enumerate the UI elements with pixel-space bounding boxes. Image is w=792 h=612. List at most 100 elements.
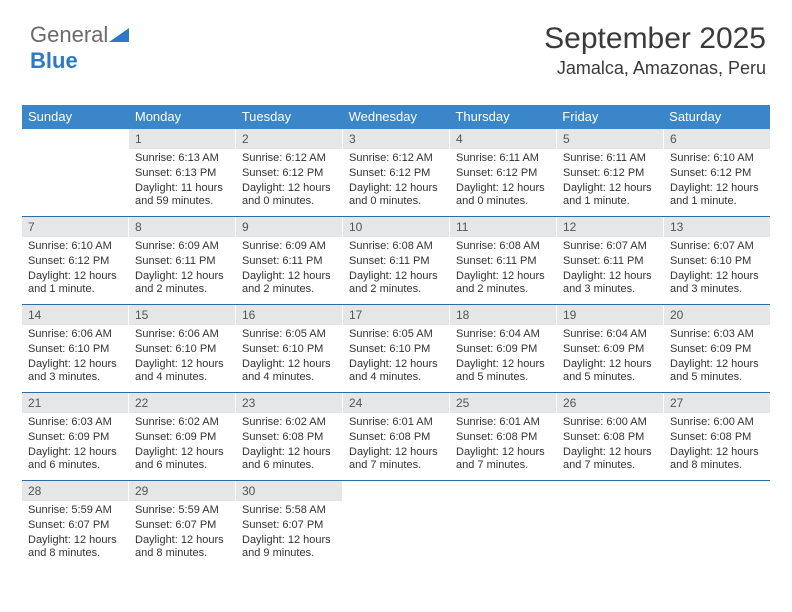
- day-body: Sunrise: 6:05 AMSunset: 6:10 PMDaylight:…: [236, 325, 342, 385]
- day-number: 21: [22, 393, 128, 413]
- day-cell: 10Sunrise: 6:08 AMSunset: 6:11 PMDayligh…: [343, 217, 450, 304]
- day-number: 22: [129, 393, 235, 413]
- week-row: 21Sunrise: 6:03 AMSunset: 6:09 PMDayligh…: [22, 393, 770, 481]
- daylight-text: Daylight: 12 hours and 4 minutes.: [242, 358, 336, 386]
- day-cell: 4Sunrise: 6:11 AMSunset: 6:12 PMDaylight…: [450, 129, 557, 216]
- day-body: Sunrise: 5:59 AMSunset: 6:07 PMDaylight:…: [22, 501, 128, 561]
- sunset-text: Sunset: 6:09 PM: [135, 431, 229, 445]
- sunset-text: Sunset: 6:08 PM: [349, 431, 443, 445]
- daylight-text: Daylight: 12 hours and 7 minutes.: [456, 446, 550, 474]
- weekday-header: Wednesday: [343, 105, 450, 129]
- day-cell: 8Sunrise: 6:09 AMSunset: 6:11 PMDaylight…: [129, 217, 236, 304]
- day-number: 27: [664, 393, 770, 413]
- daylight-text: Daylight: 12 hours and 2 minutes.: [456, 270, 550, 298]
- page: General Blue September 2025 Jamalca, Ama…: [0, 0, 792, 612]
- sunrise-text: Sunrise: 6:00 AM: [563, 416, 657, 430]
- day-body: Sunrise: 6:09 AMSunset: 6:11 PMDaylight:…: [236, 237, 342, 297]
- day-body: Sunrise: 6:03 AMSunset: 6:09 PMDaylight:…: [22, 413, 128, 473]
- week-row: 28Sunrise: 5:59 AMSunset: 6:07 PMDayligh…: [22, 481, 770, 568]
- day-cell: 28Sunrise: 5:59 AMSunset: 6:07 PMDayligh…: [22, 481, 129, 568]
- sunset-text: Sunset: 6:12 PM: [456, 167, 550, 181]
- day-body: Sunrise: 6:12 AMSunset: 6:12 PMDaylight:…: [343, 149, 449, 209]
- sunrise-text: Sunrise: 6:01 AM: [456, 416, 550, 430]
- day-number: 25: [450, 393, 556, 413]
- sunrise-text: Sunrise: 6:10 AM: [28, 240, 122, 254]
- day-cell: 29Sunrise: 5:59 AMSunset: 6:07 PMDayligh…: [129, 481, 236, 568]
- sunset-text: Sunset: 6:11 PM: [242, 255, 336, 269]
- sunrise-text: Sunrise: 6:09 AM: [242, 240, 336, 254]
- sunrise-text: Sunrise: 6:03 AM: [670, 328, 764, 342]
- day-number: 15: [129, 305, 235, 325]
- day-cell: 19Sunrise: 6:04 AMSunset: 6:09 PMDayligh…: [557, 305, 664, 392]
- sunset-text: Sunset: 6:09 PM: [28, 431, 122, 445]
- day-body: Sunrise: 6:08 AMSunset: 6:11 PMDaylight:…: [450, 237, 556, 297]
- daylight-text: Daylight: 12 hours and 9 minutes.: [242, 534, 336, 562]
- sunset-text: Sunset: 6:07 PM: [242, 519, 336, 533]
- week-row: 1Sunrise: 6:13 AMSunset: 6:13 PMDaylight…: [22, 129, 770, 217]
- sunrise-text: Sunrise: 6:02 AM: [135, 416, 229, 430]
- day-body: Sunrise: 6:01 AMSunset: 6:08 PMDaylight:…: [343, 413, 449, 473]
- day-cell: 23Sunrise: 6:02 AMSunset: 6:08 PMDayligh…: [236, 393, 343, 480]
- day-number: 8: [129, 217, 235, 237]
- sunrise-text: Sunrise: 6:00 AM: [670, 416, 764, 430]
- day-number: 11: [450, 217, 556, 237]
- sunset-text: Sunset: 6:12 PM: [349, 167, 443, 181]
- sunrise-text: Sunrise: 6:05 AM: [242, 328, 336, 342]
- day-cell: 16Sunrise: 6:05 AMSunset: 6:10 PMDayligh…: [236, 305, 343, 392]
- sunset-text: Sunset: 6:10 PM: [28, 343, 122, 357]
- sunrise-text: Sunrise: 5:58 AM: [242, 504, 336, 518]
- day-number: 1: [129, 129, 235, 149]
- day-body: Sunrise: 6:01 AMSunset: 6:08 PMDaylight:…: [450, 413, 556, 473]
- daylight-text: Daylight: 12 hours and 0 minutes.: [349, 182, 443, 210]
- day-body: Sunrise: 6:02 AMSunset: 6:09 PMDaylight:…: [129, 413, 235, 473]
- day-cell: 14Sunrise: 6:06 AMSunset: 6:10 PMDayligh…: [22, 305, 129, 392]
- day-body: Sunrise: 6:04 AMSunset: 6:09 PMDaylight:…: [450, 325, 556, 385]
- day-number: 16: [236, 305, 342, 325]
- day-body: Sunrise: 6:12 AMSunset: 6:12 PMDaylight:…: [236, 149, 342, 209]
- daylight-text: Daylight: 12 hours and 2 minutes.: [349, 270, 443, 298]
- sunrise-text: Sunrise: 6:11 AM: [563, 152, 657, 166]
- daylight-text: Daylight: 12 hours and 5 minutes.: [456, 358, 550, 386]
- sunrise-text: Sunrise: 6:06 AM: [28, 328, 122, 342]
- day-cell: [22, 129, 129, 216]
- sunset-text: Sunset: 6:11 PM: [563, 255, 657, 269]
- day-cell: 30Sunrise: 5:58 AMSunset: 6:07 PMDayligh…: [236, 481, 343, 568]
- sunrise-text: Sunrise: 6:09 AM: [135, 240, 229, 254]
- sunset-text: Sunset: 6:10 PM: [135, 343, 229, 357]
- sunset-text: Sunset: 6:13 PM: [135, 167, 229, 181]
- daylight-text: Daylight: 12 hours and 7 minutes.: [349, 446, 443, 474]
- location-subtitle: Jamalca, Amazonas, Peru: [544, 58, 766, 79]
- day-body: Sunrise: 6:13 AMSunset: 6:13 PMDaylight:…: [129, 149, 235, 209]
- sunrise-text: Sunrise: 6:10 AM: [670, 152, 764, 166]
- day-cell: 25Sunrise: 6:01 AMSunset: 6:08 PMDayligh…: [450, 393, 557, 480]
- day-number: 6: [664, 129, 770, 149]
- sunset-text: Sunset: 6:10 PM: [242, 343, 336, 357]
- day-body: Sunrise: 6:05 AMSunset: 6:10 PMDaylight:…: [343, 325, 449, 385]
- brand-part2: Blue: [30, 48, 78, 73]
- sunrise-text: Sunrise: 6:12 AM: [242, 152, 336, 166]
- day-body: Sunrise: 6:07 AMSunset: 6:11 PMDaylight:…: [557, 237, 663, 297]
- day-body: Sunrise: 6:09 AMSunset: 6:11 PMDaylight:…: [129, 237, 235, 297]
- day-number: 7: [22, 217, 128, 237]
- sunrise-text: Sunrise: 6:08 AM: [349, 240, 443, 254]
- brand-triangle-icon: [109, 28, 129, 44]
- day-cell: [450, 481, 557, 568]
- weekday-header: Thursday: [449, 105, 556, 129]
- day-cell: 6Sunrise: 6:10 AMSunset: 6:12 PMDaylight…: [664, 129, 770, 216]
- daylight-text: Daylight: 12 hours and 4 minutes.: [349, 358, 443, 386]
- day-number: 28: [22, 481, 128, 501]
- daylight-text: Daylight: 12 hours and 5 minutes.: [563, 358, 657, 386]
- day-number: 26: [557, 393, 663, 413]
- day-body: Sunrise: 6:10 AMSunset: 6:12 PMDaylight:…: [664, 149, 770, 209]
- sunrise-text: Sunrise: 5:59 AM: [28, 504, 122, 518]
- daylight-text: Daylight: 11 hours and 59 minutes.: [135, 182, 229, 210]
- daylight-text: Daylight: 12 hours and 6 minutes.: [242, 446, 336, 474]
- daylight-text: Daylight: 12 hours and 4 minutes.: [135, 358, 229, 386]
- sunrise-text: Sunrise: 6:04 AM: [563, 328, 657, 342]
- weeks-container: 1Sunrise: 6:13 AMSunset: 6:13 PMDaylight…: [22, 129, 770, 568]
- sunset-text: Sunset: 6:11 PM: [135, 255, 229, 269]
- sunset-text: Sunset: 6:10 PM: [349, 343, 443, 357]
- daylight-text: Daylight: 12 hours and 2 minutes.: [135, 270, 229, 298]
- day-body: Sunrise: 6:02 AMSunset: 6:08 PMDaylight:…: [236, 413, 342, 473]
- day-cell: [557, 481, 664, 568]
